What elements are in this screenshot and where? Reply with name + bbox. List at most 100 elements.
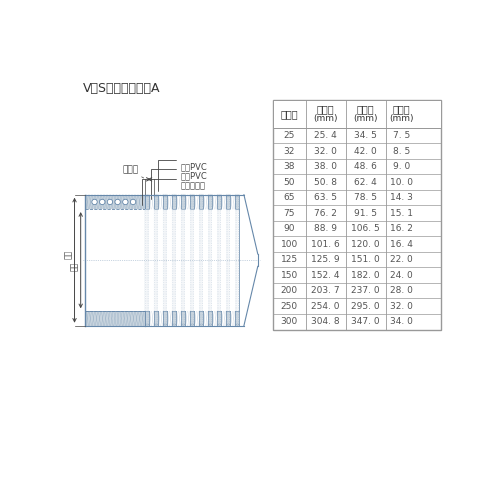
Text: 78. 5: 78. 5 [354, 193, 377, 202]
Bar [154, 209, 158, 312]
Text: 65: 65 [284, 193, 295, 202]
Text: 88. 9: 88. 9 [314, 224, 337, 233]
Text: 軟質PVC: 軟質PVC [181, 172, 208, 180]
Bar [226, 194, 230, 326]
Text: 32: 32 [284, 146, 295, 156]
Text: 24. 0: 24. 0 [390, 270, 413, 280]
Bar [208, 194, 212, 326]
Text: 182. 0: 182. 0 [352, 270, 380, 280]
Text: 150: 150 [280, 270, 298, 280]
Bar [230, 209, 235, 312]
Text: 250: 250 [281, 302, 298, 310]
Text: V．S．カナラインA: V．S．カナラインA [83, 82, 160, 94]
Text: (mm): (mm) [390, 114, 414, 123]
Circle shape [108, 200, 112, 204]
Text: 9. 0: 9. 0 [393, 162, 410, 171]
Bar [144, 209, 149, 312]
Bar [180, 194, 185, 326]
Bar [172, 209, 176, 312]
Text: 48. 6: 48. 6 [354, 162, 377, 171]
Text: 91. 5: 91. 5 [354, 208, 377, 218]
Bar [162, 209, 167, 312]
Text: 152. 4: 152. 4 [312, 270, 340, 280]
Text: 外　径: 外 径 [357, 104, 374, 115]
Text: 7. 5: 7. 5 [393, 131, 410, 140]
Text: (mm): (mm) [354, 114, 378, 123]
Text: 125: 125 [281, 255, 298, 264]
Text: 32. 0: 32. 0 [390, 302, 413, 310]
Circle shape [115, 200, 120, 204]
Text: 15. 1: 15. 1 [390, 208, 413, 218]
Text: 34. 5: 34. 5 [354, 131, 377, 140]
Text: 50. 8: 50. 8 [314, 178, 337, 186]
Text: 106. 5: 106. 5 [351, 224, 380, 233]
Text: 34. 0: 34. 0 [390, 317, 413, 326]
Bar [180, 209, 185, 312]
Bar [273, 100, 441, 330]
Text: 38: 38 [284, 162, 295, 171]
Text: 42. 0: 42. 0 [354, 146, 377, 156]
Circle shape [130, 200, 136, 204]
Text: 304. 8: 304. 8 [311, 317, 340, 326]
Text: 151. 0: 151. 0 [351, 255, 380, 264]
Text: 62. 4: 62. 4 [354, 178, 377, 186]
Bar [86, 194, 144, 209]
Bar [217, 209, 222, 312]
Text: 76. 2: 76. 2 [314, 208, 337, 218]
Bar [167, 209, 172, 312]
Bar [190, 194, 194, 326]
Text: 内　径: 内 径 [316, 104, 334, 115]
Text: 22. 0: 22. 0 [390, 255, 413, 264]
Text: 300: 300 [280, 317, 298, 326]
Text: 101. 6: 101. 6 [311, 240, 340, 248]
Text: 28. 0: 28. 0 [390, 286, 413, 295]
Text: 硭質PVC: 硭質PVC [181, 162, 208, 172]
Text: 外径: 外径 [64, 250, 73, 258]
Text: 75: 75 [284, 208, 295, 218]
Text: 50: 50 [284, 178, 295, 186]
Text: 25. 4: 25. 4 [314, 131, 337, 140]
Circle shape [100, 200, 105, 204]
Circle shape [92, 200, 97, 204]
Bar [86, 209, 144, 312]
Text: 32. 0: 32. 0 [314, 146, 337, 156]
Text: 237. 0: 237. 0 [352, 286, 380, 295]
Text: 16. 2: 16. 2 [390, 224, 413, 233]
Text: 8. 5: 8. 5 [393, 146, 410, 156]
Text: 10. 0: 10. 0 [390, 178, 413, 186]
Text: 203. 7: 203. 7 [311, 286, 340, 295]
Text: ピッチ: ピッチ [122, 166, 138, 174]
Bar [204, 209, 208, 312]
Bar [222, 209, 226, 312]
Bar [217, 194, 222, 326]
Bar [212, 209, 217, 312]
Text: 120. 0: 120. 0 [352, 240, 380, 248]
Text: 200: 200 [281, 286, 298, 295]
Text: 14. 3: 14. 3 [390, 193, 413, 202]
Bar [86, 312, 144, 326]
Text: ピッチ: ピッチ [393, 104, 410, 115]
Bar [176, 209, 180, 312]
Text: 38. 0: 38. 0 [314, 162, 337, 171]
Text: 254. 0: 254. 0 [312, 302, 340, 310]
Bar [162, 194, 167, 326]
Bar [273, 100, 441, 128]
Bar [158, 209, 162, 312]
Text: 16. 4: 16. 4 [390, 240, 413, 248]
Text: 295. 0: 295. 0 [352, 302, 380, 310]
Bar [172, 194, 176, 326]
Text: 347. 0: 347. 0 [352, 317, 380, 326]
Bar [226, 209, 230, 312]
Text: 90: 90 [284, 224, 295, 233]
Bar [190, 209, 194, 312]
Bar [199, 194, 203, 326]
Bar [154, 194, 158, 326]
Text: 25: 25 [284, 131, 295, 140]
Bar [235, 194, 240, 326]
Bar [199, 209, 203, 312]
Text: 補強コード: 補強コード [181, 181, 206, 190]
Circle shape [122, 200, 128, 204]
Bar [185, 209, 190, 312]
Text: サイズ: サイズ [280, 109, 298, 119]
Text: 125. 9: 125. 9 [311, 255, 340, 264]
